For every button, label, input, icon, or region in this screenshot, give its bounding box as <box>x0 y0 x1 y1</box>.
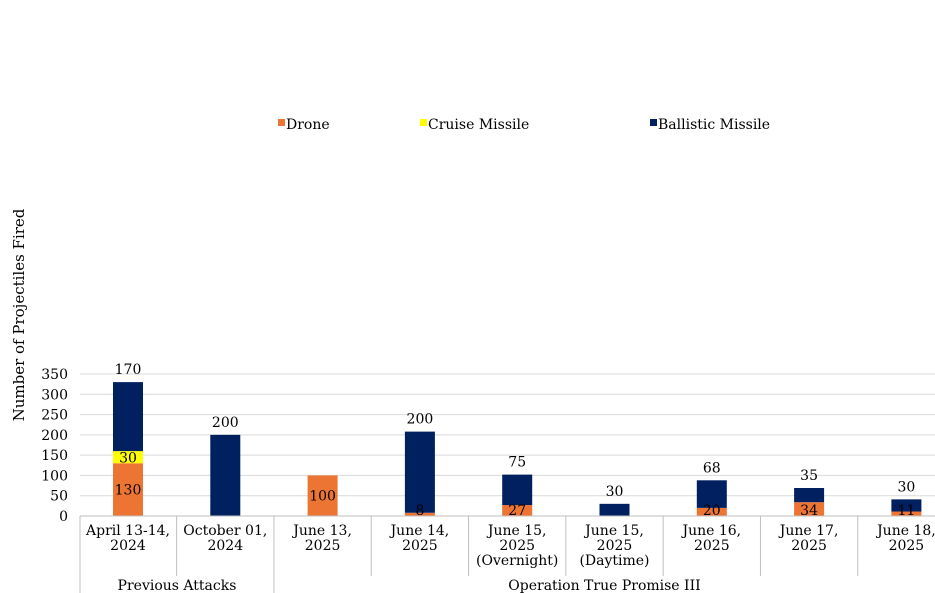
x-tick-label: October 01, <box>183 523 267 539</box>
data-label: 100 <box>309 489 336 505</box>
y-tick-label: 0 <box>59 509 68 525</box>
legend: Drone Cruise Missile Ballistic Missile <box>278 117 770 133</box>
x-tick-label: 2024 <box>207 538 243 554</box>
x-tick-label: June 14, <box>389 523 450 539</box>
x-tick-label: June 18, <box>875 523 935 539</box>
x-tick-label: April 13-14, <box>85 523 170 539</box>
bar-drone <box>696 507 727 516</box>
data-label: 75 <box>508 455 526 471</box>
data-label: 30 <box>119 450 137 466</box>
bar-drone <box>502 505 533 516</box>
data-label: 8 <box>415 503 424 519</box>
x-tick-label: 2025 <box>694 538 730 554</box>
x-tick-label: (Overnight) <box>476 553 558 569</box>
data-label: 30 <box>606 484 624 500</box>
data-label: 35 <box>800 468 818 484</box>
x-tick-label: 2025 <box>889 538 925 554</box>
x-tick-label: June 16, <box>680 523 741 539</box>
x-tick-label: (Daytime) <box>579 553 649 569</box>
y-tick-label: 250 <box>41 408 68 424</box>
legend-swatch <box>650 119 657 126</box>
y-tick-label: 100 <box>41 468 68 484</box>
bar-drone <box>113 463 143 516</box>
x-tick-label: 2025 <box>597 538 633 554</box>
bar-ballistic-missile <box>502 474 533 506</box>
data-label: 130 <box>115 483 142 499</box>
legend-swatch <box>278 119 285 126</box>
data-label: 170 <box>115 362 142 378</box>
data-label: 200 <box>407 412 434 428</box>
x-tick-label: 2025 <box>402 538 438 554</box>
bar-ballistic-missile <box>404 431 435 513</box>
data-label: 200 <box>212 415 239 431</box>
bar-drone <box>891 511 922 516</box>
y-axis-title: Number of Projectiles Fired <box>10 208 28 421</box>
bar-ballistic-missile <box>210 434 241 516</box>
bar-ballistic-missile <box>794 488 825 503</box>
x-tick-label: June 13, <box>291 523 352 539</box>
bar-ballistic-missile <box>599 503 630 516</box>
data-label: 30 <box>897 479 915 495</box>
y-tick-label: 350 <box>41 367 68 383</box>
bar-drone <box>404 512 435 516</box>
y-tick-label: 50 <box>50 489 68 505</box>
bar-drone <box>794 502 825 516</box>
bar-ballistic-missile <box>696 480 727 508</box>
bar-ballistic-missile <box>891 499 922 512</box>
bar-cruise-missile <box>113 451 143 464</box>
x-tick-label: 2025 <box>305 538 341 554</box>
data-label: 11 <box>897 503 915 519</box>
x-tick-label: 2025 <box>791 538 827 554</box>
x-tick-label: June 15, <box>583 523 644 539</box>
data-label: 20 <box>703 503 721 519</box>
bar-drone <box>307 475 338 516</box>
data-label: 68 <box>703 460 721 476</box>
y-tick-label: 150 <box>41 448 68 464</box>
data-label: 27 <box>508 503 526 519</box>
x-tick-label: June 17, <box>778 523 839 539</box>
y-tick-label: 200 <box>41 428 68 444</box>
group-label: Operation True Promise III <box>508 578 700 593</box>
bars <box>113 382 922 516</box>
y-tick-label: 300 <box>41 387 68 403</box>
data-label: 34 <box>800 503 818 519</box>
x-tick-label: 2024 <box>110 538 146 554</box>
legend-swatch <box>420 119 427 126</box>
group-label: Previous Attacks <box>118 578 237 593</box>
x-tick-label: 2025 <box>499 538 535 554</box>
legend-label: Drone <box>286 117 330 133</box>
data-labels: 130 30 170 200 100 8 200 27 75 30 20 68 34 35 11 30 <box>115 362 916 519</box>
y-axis-ticks: 0 50 100 150 200 250 300 350 <box>41 367 68 525</box>
legend-label: Cruise Missile <box>428 117 529 133</box>
bar-ballistic-missile <box>113 382 143 452</box>
x-tick-label: June 15, <box>486 523 547 539</box>
legend-label: Ballistic Missile <box>658 117 770 133</box>
